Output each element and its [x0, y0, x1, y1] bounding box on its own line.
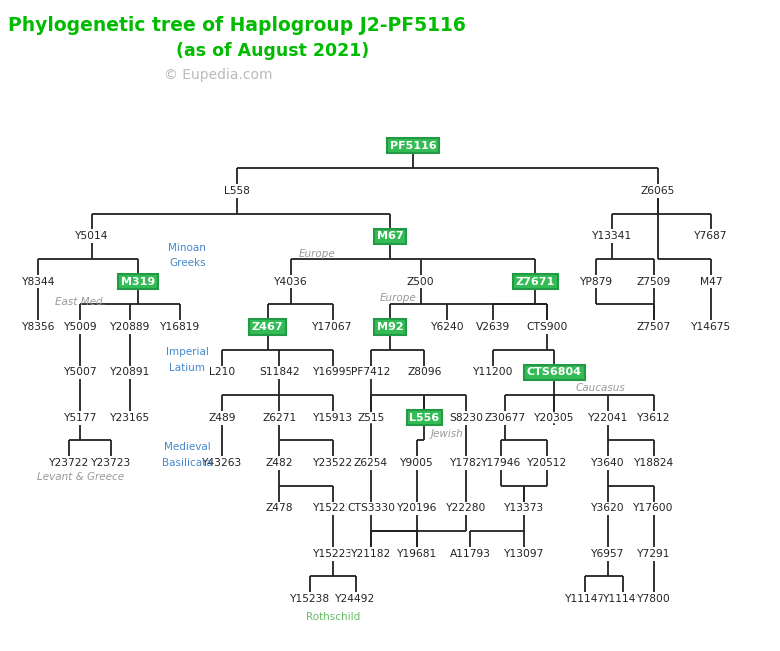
Text: Y20889: Y20889 [110, 322, 151, 332]
Text: Y23165: Y23165 [110, 413, 151, 422]
Text: Y20196: Y20196 [396, 503, 437, 514]
Text: Y5007: Y5007 [64, 367, 98, 378]
Text: Rothschild: Rothschild [306, 613, 360, 622]
Text: Y13373: Y13373 [504, 503, 544, 514]
Text: Y19681: Y19681 [396, 549, 437, 559]
Text: Y16995: Y16995 [313, 367, 353, 378]
Text: Y14675: Y14675 [691, 322, 731, 332]
Text: Y11149: Y11149 [603, 594, 644, 604]
Text: Z7671: Z7671 [516, 277, 555, 286]
Text: Z478: Z478 [265, 503, 293, 514]
Text: Y11147: Y11147 [565, 594, 605, 604]
Text: Y4036: Y4036 [274, 277, 307, 286]
Text: Imperial: Imperial [166, 347, 209, 357]
Text: Minoan: Minoan [168, 243, 207, 253]
Text: Y15913: Y15913 [313, 413, 353, 422]
Text: East Med.: East Med. [55, 297, 106, 307]
Text: Y7291: Y7291 [637, 549, 671, 559]
Text: M319: M319 [121, 277, 155, 286]
Text: Y18824: Y18824 [633, 458, 674, 468]
Text: Y20891: Y20891 [110, 367, 151, 378]
Text: Y17067: Y17067 [313, 322, 353, 332]
Text: Y7687: Y7687 [694, 231, 728, 242]
Text: Z489: Z489 [208, 413, 236, 422]
Text: Y20305: Y20305 [534, 413, 575, 422]
Text: Z6254: Z6254 [354, 458, 388, 468]
Text: Y20512: Y20512 [526, 458, 567, 468]
Text: Y15238: Y15238 [289, 594, 330, 604]
Text: Y22041: Y22041 [587, 413, 628, 422]
Text: Y1782: Y1782 [450, 458, 483, 468]
Text: Y22280: Y22280 [446, 503, 487, 514]
Text: CTS6804: CTS6804 [526, 367, 582, 378]
Text: Basilicata: Basilicata [162, 458, 213, 468]
Text: Z515: Z515 [357, 413, 385, 422]
Text: Phylogenetic tree of Haplogroup J2-PF5116: Phylogenetic tree of Haplogroup J2-PF511… [8, 16, 466, 35]
Text: Y7800: Y7800 [636, 594, 671, 604]
Text: Levant & Greece: Levant & Greece [37, 472, 124, 482]
Text: Y3640: Y3640 [591, 458, 625, 468]
Text: Y6240: Y6240 [431, 322, 464, 332]
Text: Z500: Z500 [406, 277, 434, 286]
Text: Y3620: Y3620 [591, 503, 625, 514]
Text: L558: L558 [224, 186, 250, 196]
Text: Z482: Z482 [265, 458, 293, 468]
Text: YP879: YP879 [580, 277, 613, 286]
Text: Latium: Latium [169, 363, 205, 373]
Text: Y8344: Y8344 [22, 277, 55, 286]
Text: (as of August 2021): (as of August 2021) [176, 42, 370, 61]
Text: Y21182: Y21182 [351, 549, 391, 559]
Text: PF5116: PF5116 [390, 141, 436, 150]
Text: Y13341: Y13341 [591, 231, 632, 242]
Text: Z30677: Z30677 [484, 413, 525, 422]
Text: PF7412: PF7412 [351, 367, 391, 378]
Text: Y5177: Y5177 [64, 413, 97, 422]
Text: Z467: Z467 [252, 322, 283, 332]
Text: Y16819: Y16819 [160, 322, 200, 332]
Text: Y23522: Y23522 [313, 458, 353, 468]
Text: M92: M92 [377, 322, 403, 332]
Text: A11793: A11793 [450, 549, 491, 559]
Text: Y15222: Y15222 [313, 503, 353, 514]
Text: Y13097: Y13097 [504, 549, 544, 559]
Text: M47: M47 [700, 277, 722, 286]
Text: V2639: V2639 [476, 322, 510, 332]
Text: Medieval: Medieval [164, 442, 211, 452]
Text: Europe: Europe [379, 292, 416, 303]
Text: Y17600: Y17600 [633, 503, 674, 514]
Text: Y11200: Y11200 [473, 367, 513, 378]
Text: Jewish: Jewish [431, 428, 463, 439]
Text: L556: L556 [410, 413, 439, 422]
Text: Caucasus: Caucasus [576, 383, 625, 393]
Text: Y5009: Y5009 [64, 322, 98, 332]
Text: Y9005: Y9005 [400, 458, 434, 468]
Text: © Eupedia.com: © Eupedia.com [164, 68, 273, 83]
Text: Y23722: Y23722 [49, 458, 89, 468]
Text: Z6065: Z6065 [640, 186, 675, 196]
Text: Z6271: Z6271 [262, 413, 296, 422]
Text: Y15223: Y15223 [313, 549, 353, 559]
Text: Y23723: Y23723 [90, 458, 131, 468]
Text: Z7509: Z7509 [636, 277, 671, 286]
Text: Y8356: Y8356 [22, 322, 55, 332]
Text: L210: L210 [209, 367, 235, 378]
Text: Y6957: Y6957 [591, 549, 625, 559]
Text: Y43263: Y43263 [202, 458, 242, 468]
Text: CTS3330: CTS3330 [347, 503, 395, 514]
Text: Greeks: Greeks [169, 258, 206, 268]
Text: Z7507: Z7507 [636, 322, 671, 332]
Text: Z8096: Z8096 [407, 367, 441, 378]
Text: Europe: Europe [299, 249, 335, 260]
Text: Y3612: Y3612 [637, 413, 671, 422]
Text: Y5014: Y5014 [75, 231, 108, 242]
Text: S8230: S8230 [449, 413, 484, 422]
Text: M67: M67 [377, 231, 403, 242]
Text: Y24492: Y24492 [335, 594, 376, 604]
Text: CTS900: CTS900 [526, 322, 567, 332]
Text: S11842: S11842 [259, 367, 300, 378]
Text: Y17946: Y17946 [480, 458, 521, 468]
